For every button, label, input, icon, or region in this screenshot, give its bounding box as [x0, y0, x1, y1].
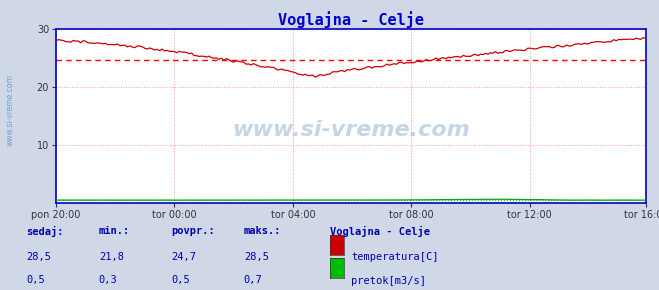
Text: 0,5: 0,5	[26, 276, 45, 285]
Text: pretok[m3/s]: pretok[m3/s]	[351, 276, 426, 285]
Text: 28,5: 28,5	[244, 252, 269, 262]
Text: 0,5: 0,5	[171, 276, 190, 285]
Text: sedaj:: sedaj:	[26, 226, 64, 237]
Text: temperatura[C]: temperatura[C]	[351, 252, 439, 262]
Title: Voglajna - Celje: Voglajna - Celje	[278, 11, 424, 28]
Text: 24,7: 24,7	[171, 252, 196, 262]
Text: www.si-vreme.com: www.si-vreme.com	[5, 74, 14, 146]
Text: povpr.:: povpr.:	[171, 226, 215, 236]
Text: 21,8: 21,8	[99, 252, 124, 262]
Text: 0,3: 0,3	[99, 276, 117, 285]
Text: maks.:: maks.:	[244, 226, 281, 236]
Text: Voglajna - Celje: Voglajna - Celje	[330, 226, 430, 237]
Text: 0,7: 0,7	[244, 276, 262, 285]
Text: 28,5: 28,5	[26, 252, 51, 262]
Text: www.si-vreme.com: www.si-vreme.com	[232, 120, 470, 140]
Text: min.:: min.:	[99, 226, 130, 236]
